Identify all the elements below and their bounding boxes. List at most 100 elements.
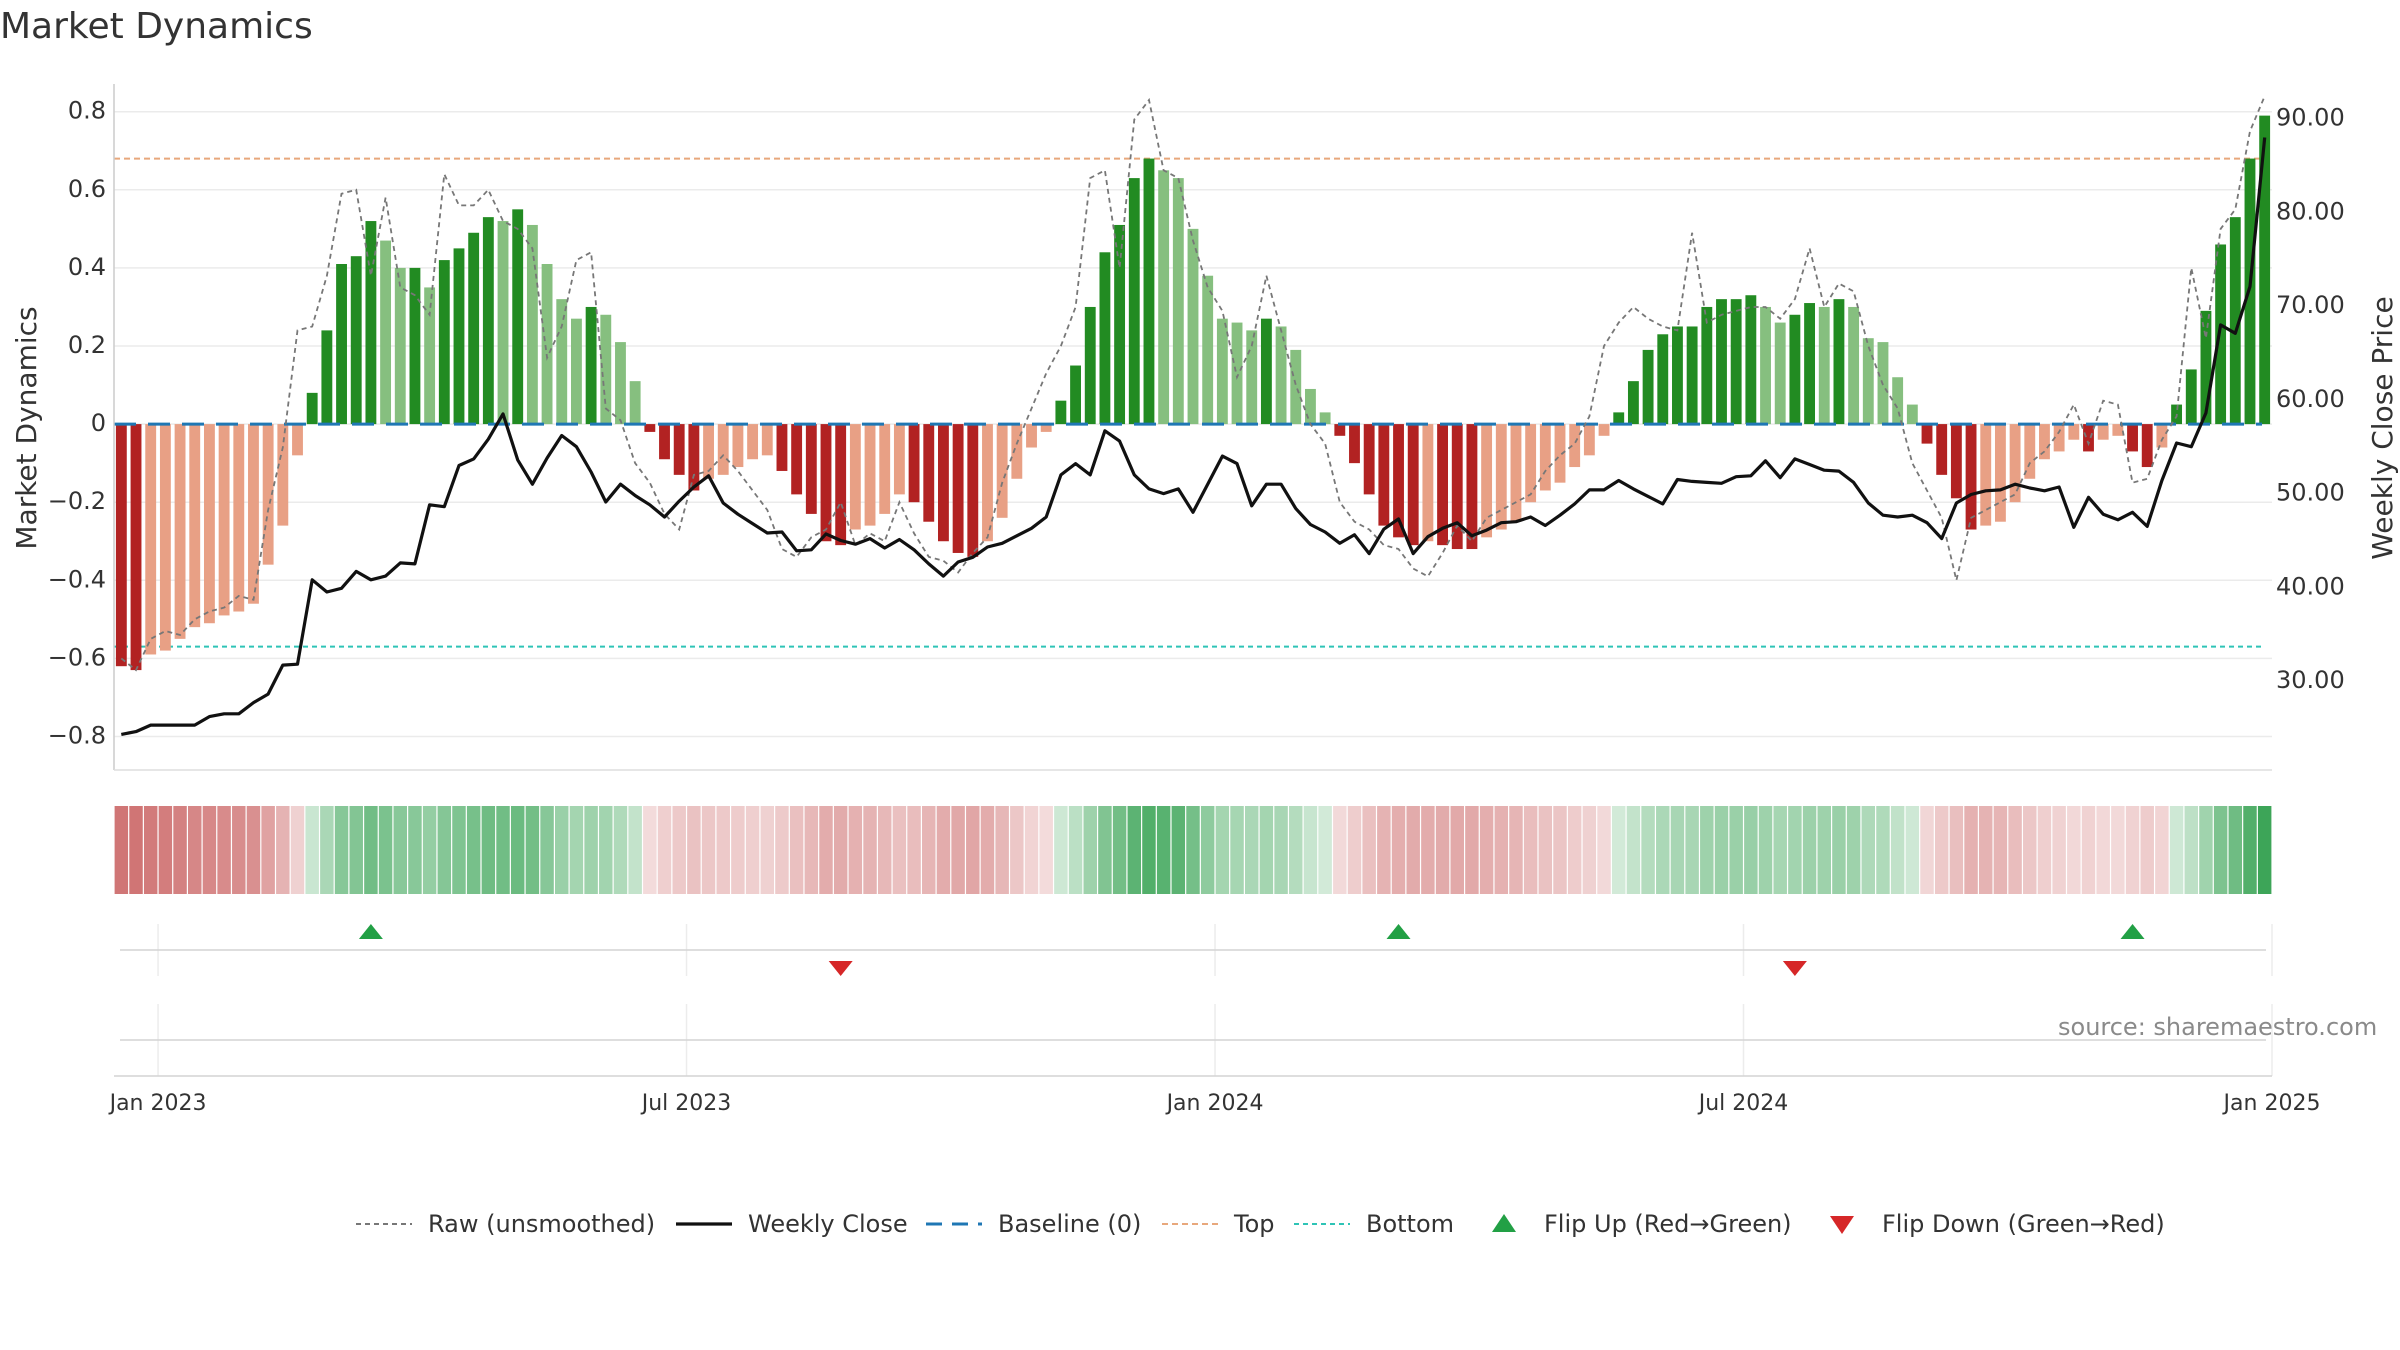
dynamics-bar xyxy=(203,424,215,624)
dynamics-bar xyxy=(1231,322,1243,425)
regime-strip-cell xyxy=(1626,806,1641,894)
dynamics-bar xyxy=(1481,424,1493,538)
dynamics-bar xyxy=(482,217,494,425)
regime-strip-cell xyxy=(1978,806,1993,894)
legend-flip-up-swatch xyxy=(1492,1214,1516,1232)
y2-tick-label: 50.00 xyxy=(2276,479,2345,507)
regime-strip-cell xyxy=(1024,806,1039,894)
regime-strip-cell xyxy=(1391,806,1406,894)
regime-strip-cell xyxy=(907,806,921,894)
dynamics-bar xyxy=(1114,224,1126,425)
dynamics-bar xyxy=(1290,349,1302,425)
regime-strip-cell xyxy=(775,806,789,894)
dynamics-bar xyxy=(1921,424,1933,444)
regime-strip-cell xyxy=(1479,806,1494,894)
dynamics-bar xyxy=(761,424,773,456)
dynamics-bar xyxy=(1275,326,1287,425)
reference-lines xyxy=(114,157,2262,648)
dynamics-bar xyxy=(835,424,847,546)
dynamics-bar xyxy=(336,264,347,425)
x-tick-label: Jan 2024 xyxy=(1165,1091,1264,1116)
regime-strip-cell xyxy=(569,806,584,894)
dynamics-bar xyxy=(306,392,318,425)
regime-strip-cell xyxy=(1802,806,1817,894)
regime-strip-cell xyxy=(1773,806,1787,894)
dynamics-bar xyxy=(365,221,377,425)
dynamics-bar xyxy=(189,424,201,628)
regime-strip-cell xyxy=(2096,806,2110,894)
dynamics-bar xyxy=(717,424,729,475)
dynamics-bar xyxy=(1026,424,1037,448)
regime-strip-cell xyxy=(143,806,158,894)
regime-strip-cell xyxy=(540,806,554,894)
dynamics-bar xyxy=(1965,424,1977,530)
y2-tick-label: 30.00 xyxy=(2276,666,2345,694)
dynamics-bar xyxy=(1554,424,1566,483)
dynamics-bar xyxy=(1804,303,1816,425)
dynamics-bar xyxy=(1158,170,1170,425)
regime-strip-cell xyxy=(1905,806,1920,894)
dynamics-bar xyxy=(2053,424,2065,452)
dynamics-bar xyxy=(248,424,259,604)
dynamics-bar xyxy=(2097,424,2109,440)
dynamics-bar xyxy=(512,209,524,425)
dynamics-bar xyxy=(864,424,876,526)
dynamics-bar xyxy=(1583,424,1595,456)
regime-strip-cell xyxy=(1744,806,1758,894)
regime-strip-cell xyxy=(188,806,202,894)
regime-strip-cell xyxy=(290,806,305,894)
regime-strip-cell xyxy=(1010,806,1024,894)
regime-strip-cell xyxy=(1142,806,1156,894)
regime-strip-cell xyxy=(2008,806,2022,894)
dynamics-bar xyxy=(1451,424,1463,550)
dynamics-bar xyxy=(1202,275,1214,425)
y2-tick-label: 40.00 xyxy=(2276,572,2345,600)
y-tick-label: 0.2 xyxy=(68,331,106,359)
regime-strip-cell xyxy=(1421,806,1435,894)
dynamics-bar xyxy=(1833,299,1845,425)
regime-strip-cell xyxy=(628,806,642,894)
regime-strip-cell xyxy=(966,806,980,894)
regime-strip-cell xyxy=(2125,806,2140,894)
regime-strip-cell xyxy=(1186,806,1200,894)
dynamics-bar xyxy=(2112,424,2124,436)
dynamics-bar xyxy=(908,424,920,503)
regime-strip-cell xyxy=(1817,806,1831,894)
dynamics-bar xyxy=(1216,318,1228,425)
dynamics-bar xyxy=(453,248,465,425)
raw-series-layer xyxy=(120,95,2266,672)
dynamics-bar xyxy=(1686,326,1698,425)
dynamics-bar xyxy=(1936,424,1948,475)
dynamics-bar xyxy=(982,424,993,542)
regime-strip-cell xyxy=(1582,806,1597,894)
regime-strip-cell xyxy=(1054,806,1068,894)
y-tick-label: 0.8 xyxy=(68,97,106,125)
dynamics-bar xyxy=(1818,306,1830,425)
regime-strip-cell xyxy=(232,806,246,894)
regime-strip-cell xyxy=(466,806,481,894)
dynamics-bar xyxy=(233,424,245,612)
regime-strip-cell xyxy=(1876,806,1890,894)
dynamics-bar xyxy=(747,424,759,460)
regime-strip-cell xyxy=(731,806,745,894)
regime-strip-cell xyxy=(1494,806,1509,894)
y-tick-label: −0.4 xyxy=(48,565,106,593)
regime-strip-cell xyxy=(1244,806,1259,894)
legend-bottom-label: Bottom xyxy=(1366,1210,1454,1238)
regime-strip-cell xyxy=(2184,806,2198,894)
flip-down-marker xyxy=(1782,961,1807,976)
regime-strip-cell xyxy=(1670,806,1685,894)
regime-strip-cell xyxy=(1465,806,1479,894)
dynamics-bar xyxy=(585,306,597,425)
dynamics-bar xyxy=(1613,412,1625,425)
dynamics-bar xyxy=(1672,326,1683,425)
dynamics-bar xyxy=(1422,424,1434,542)
dynamics-bar xyxy=(2259,115,2271,425)
legend-flip-up-label: Flip Up (Red→Green) xyxy=(1544,1210,1792,1238)
dynamics-bar xyxy=(1246,330,1258,425)
dynamics-bar xyxy=(1716,299,1727,425)
dynamics-bar xyxy=(1510,424,1522,522)
regime-strip-cell xyxy=(217,806,231,894)
legend: Raw (unsmoothed) Weekly Close Baseline (0)… xyxy=(356,1210,2165,1238)
dynamics-bar xyxy=(629,381,641,425)
